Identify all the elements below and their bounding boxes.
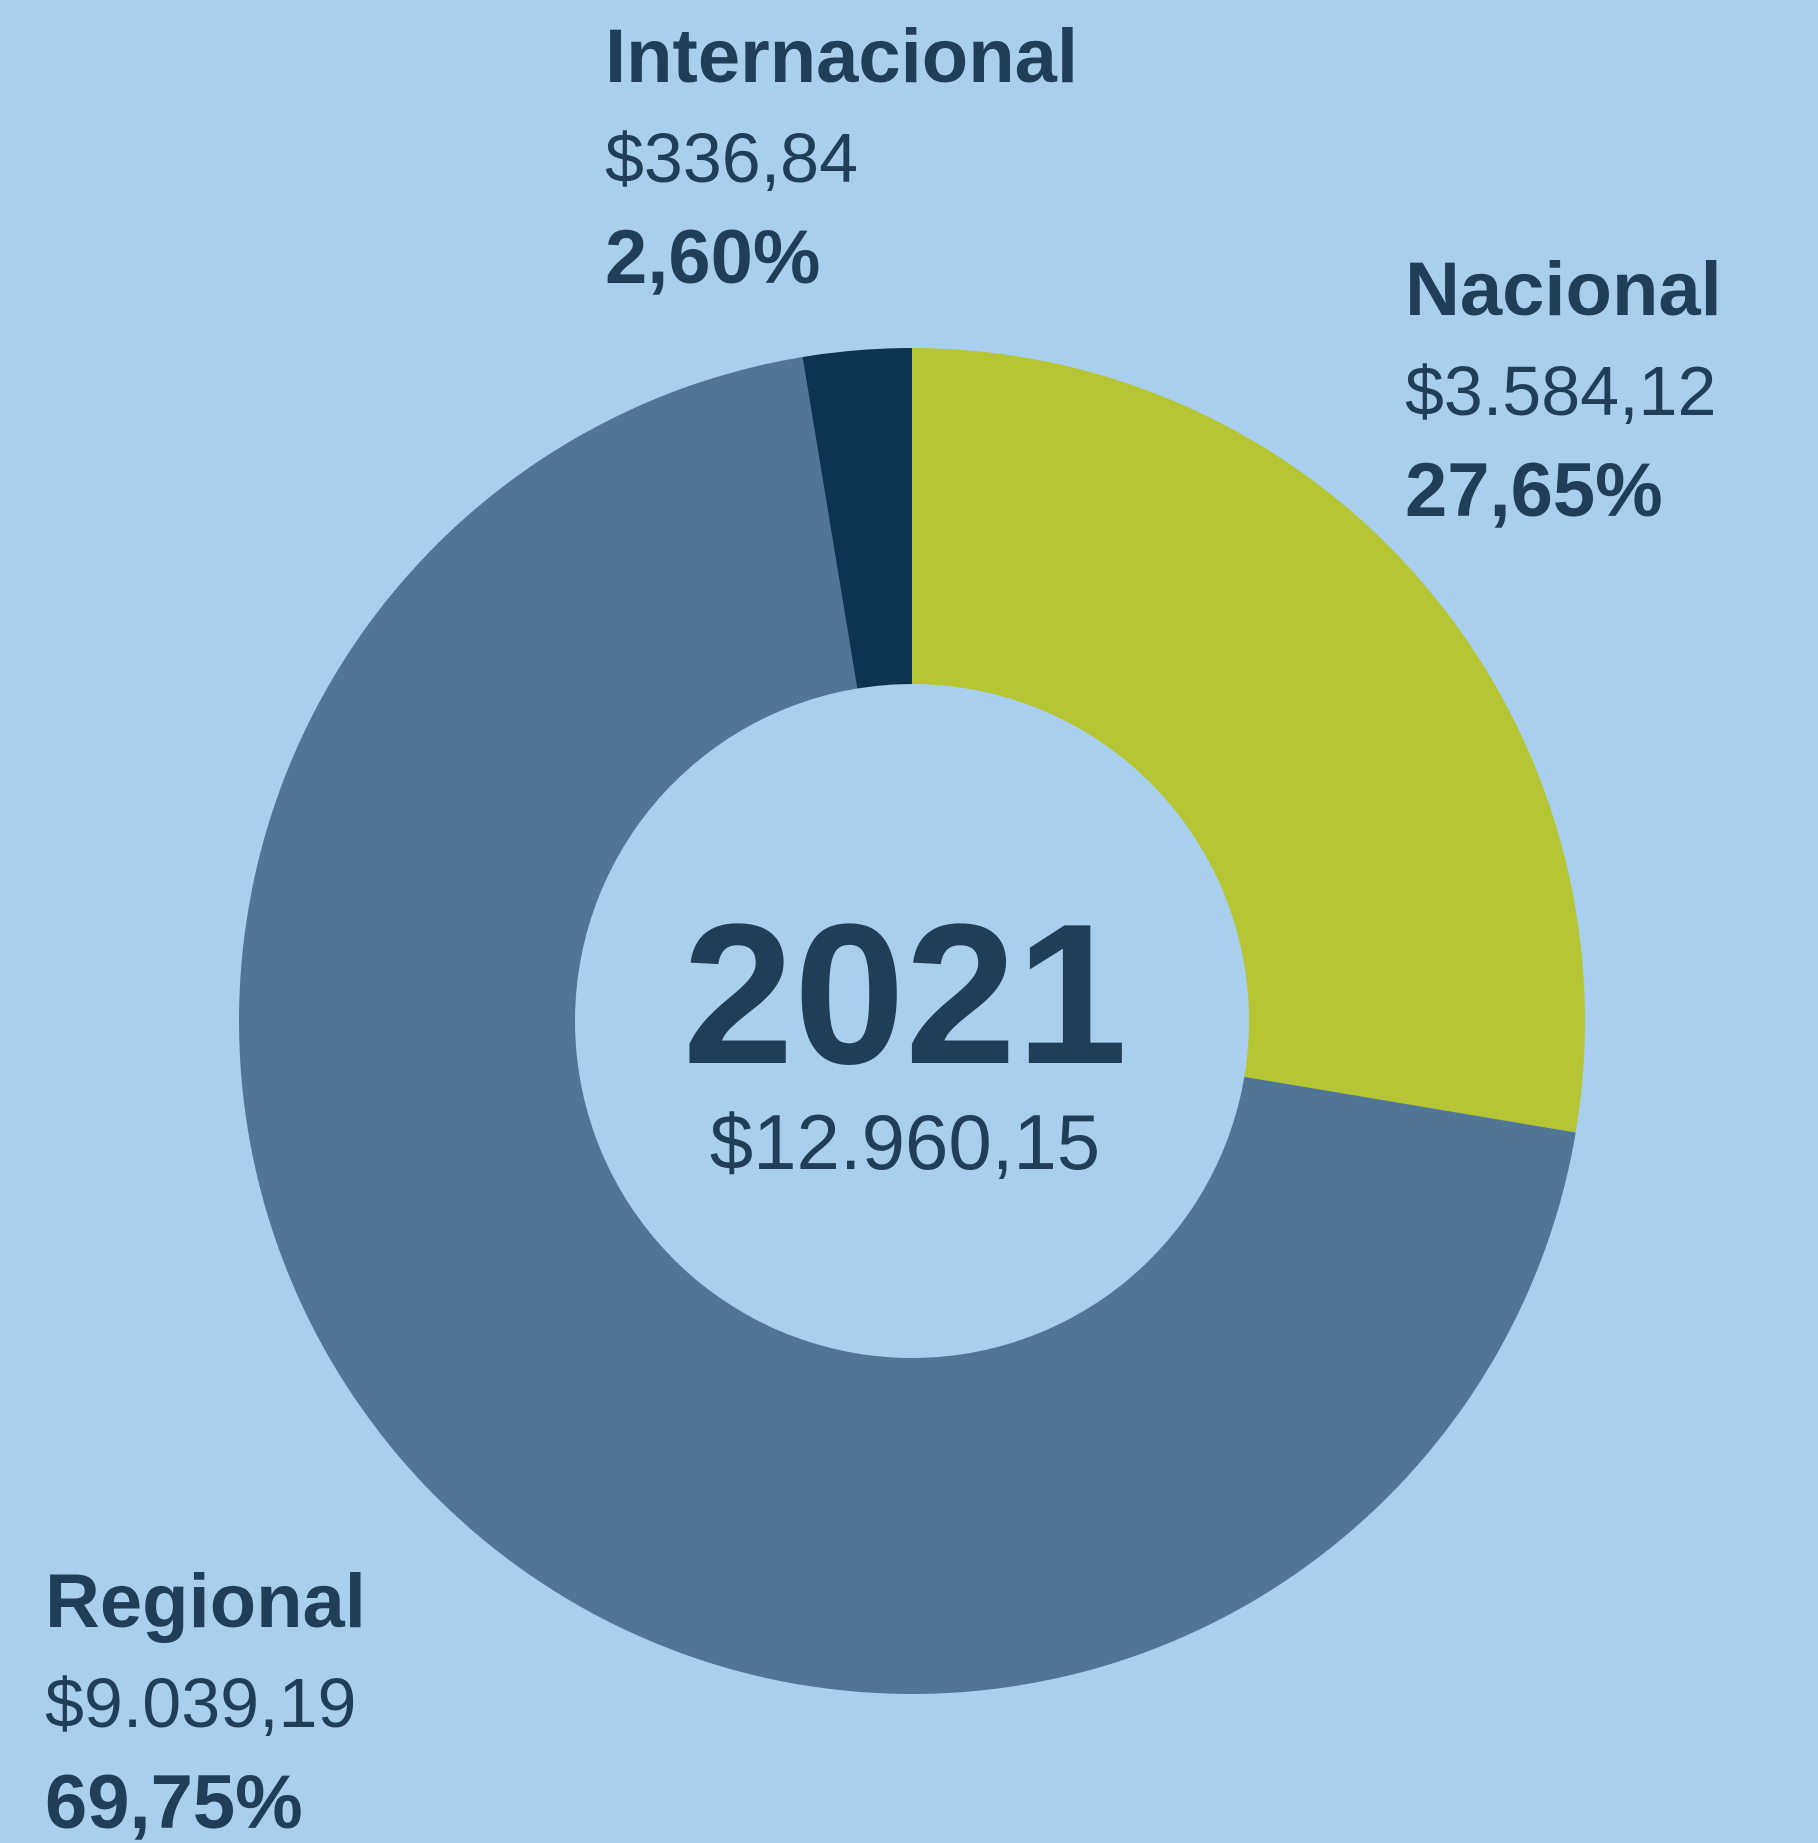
slice-label: Regional <box>45 1559 366 1644</box>
slice-label: Internacional <box>605 14 1078 99</box>
amount-label: $336,84 <box>605 119 858 197</box>
slice <box>238 356 1576 1694</box>
chart-title: 2021 <box>683 883 1128 1106</box>
slice <box>912 348 1585 1133</box>
percent-label: 2,60% <box>605 215 821 300</box>
slice-label: Nacional <box>1405 247 1722 332</box>
percent-label: 27,65% <box>1405 448 1663 533</box>
total-label: $12.960,15 <box>710 1098 1100 1186</box>
slice <box>802 348 912 689</box>
donut <box>238 348 1585 1694</box>
amount-label: $9.039,19 <box>45 1664 356 1742</box>
amount-label: $3.584,12 <box>1405 352 1716 430</box>
percent-label: 69,75% <box>45 1760 303 1843</box>
